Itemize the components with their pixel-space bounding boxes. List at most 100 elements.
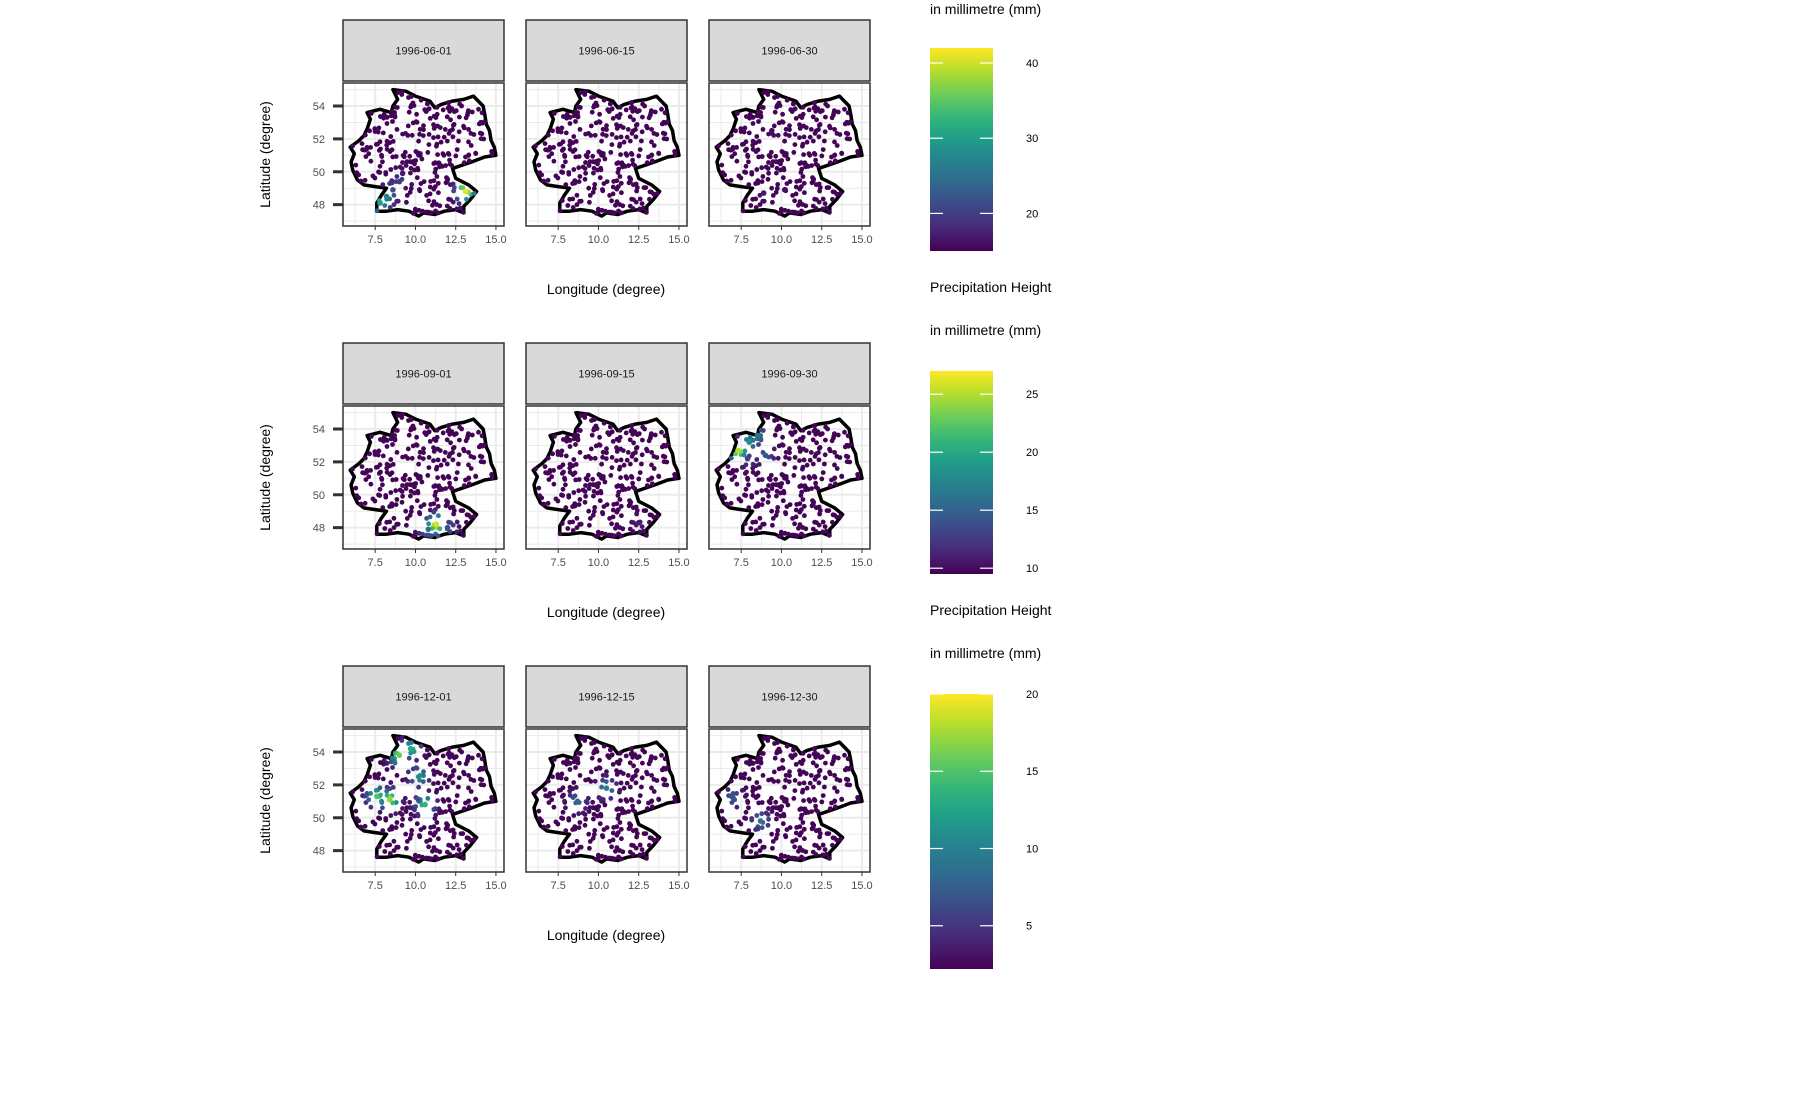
station-point — [376, 844, 382, 849]
station-points — [533, 89, 678, 216]
station-point — [803, 163, 809, 169]
station-point — [842, 429, 847, 435]
station-point — [742, 448, 748, 454]
station-point — [773, 799, 779, 805]
station-point — [413, 442, 419, 448]
station-point — [816, 127, 821, 132]
station-point — [597, 821, 603, 827]
station-point — [415, 796, 420, 801]
station-point — [617, 820, 623, 825]
station-point — [456, 461, 461, 467]
station-point — [781, 488, 787, 494]
station-point — [743, 809, 749, 815]
station-point — [598, 488, 604, 494]
station-point — [571, 780, 577, 785]
station-point — [456, 452, 462, 458]
station-point — [810, 461, 816, 467]
station-point — [380, 159, 385, 165]
station-point — [479, 756, 485, 762]
station-point — [367, 451, 372, 457]
station-point — [450, 134, 456, 140]
station-point — [636, 799, 642, 805]
station-point — [463, 115, 469, 121]
station-point — [656, 796, 661, 802]
station-point — [414, 111, 419, 117]
station-point — [435, 475, 440, 480]
station-point — [608, 150, 614, 155]
station-point-high — [396, 752, 403, 759]
station-point — [644, 532, 649, 538]
panel-border — [708, 405, 871, 550]
station-point — [842, 752, 847, 758]
station-point — [771, 123, 777, 129]
station-point — [600, 777, 605, 783]
station-point — [835, 432, 841, 438]
station-point — [489, 472, 494, 477]
station-point — [415, 811, 421, 817]
station-point — [734, 468, 739, 473]
station-point — [567, 142, 573, 148]
station-point — [555, 498, 561, 504]
station-point — [595, 807, 600, 813]
station-point — [800, 497, 806, 502]
station-point — [377, 809, 383, 815]
station-point — [755, 109, 761, 115]
station-point — [758, 759, 764, 765]
station-point — [797, 772, 803, 777]
station-point — [476, 444, 482, 450]
station-point — [466, 754, 471, 759]
station-point — [437, 526, 443, 532]
station-point — [591, 832, 597, 837]
station-point — [760, 126, 766, 132]
station-point — [855, 795, 860, 800]
station-point — [562, 475, 567, 481]
station-point — [576, 179, 582, 185]
station-point — [583, 170, 588, 176]
station-point — [832, 158, 838, 164]
station-point — [578, 844, 584, 850]
station-point — [746, 182, 752, 188]
station-point — [368, 468, 373, 473]
station-point — [610, 116, 616, 121]
station-point — [567, 138, 573, 144]
facet-panel: 1996-12-307.5 10.0 12.5 15.0 — [708, 665, 873, 892]
station-point — [478, 782, 484, 788]
station-point — [444, 437, 450, 443]
station-point — [824, 528, 829, 534]
station-point — [587, 805, 593, 810]
station-point — [735, 434, 740, 439]
station-point — [801, 152, 806, 158]
station-point — [432, 483, 438, 489]
station-point — [621, 462, 627, 468]
station-point — [652, 109, 658, 115]
station-point — [464, 196, 469, 202]
station-point — [629, 196, 634, 202]
station-point — [431, 125, 437, 131]
station-point — [587, 199, 592, 205]
station-point — [562, 798, 567, 804]
station-point — [563, 805, 568, 811]
station-point — [552, 111, 557, 116]
station-point — [387, 472, 393, 477]
station-point — [567, 114, 573, 120]
station-point — [837, 778, 843, 783]
station-point — [369, 111, 374, 116]
station-point — [444, 824, 450, 830]
station-point — [842, 106, 847, 112]
y-tick-label: 52 — [313, 134, 325, 146]
station-point — [423, 209, 429, 215]
station-point — [577, 450, 583, 455]
station-point — [589, 432, 595, 438]
x-tick-label: 7.5 — [368, 880, 383, 892]
station-point — [744, 469, 749, 475]
facet-strip-label: 1996-12-30 — [761, 692, 817, 704]
station-point — [378, 469, 383, 475]
station-point — [817, 122, 823, 127]
station-point — [476, 429, 481, 435]
station-point — [556, 142, 562, 147]
station-point — [435, 134, 441, 140]
station-point — [414, 757, 419, 763]
station-point-high — [444, 524, 451, 531]
station-point — [415, 150, 420, 156]
station-point — [783, 131, 788, 137]
